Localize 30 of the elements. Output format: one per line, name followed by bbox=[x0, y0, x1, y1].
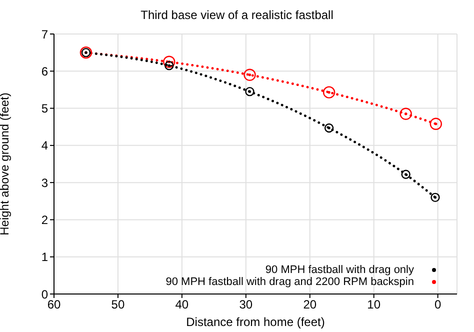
point bbox=[430, 192, 440, 202]
y-tick-label: 3 bbox=[41, 176, 48, 190]
x-tick-label: 30 bbox=[239, 298, 253, 312]
y-tick-label: 2 bbox=[41, 212, 48, 227]
legend-label: 90 MPH fastball with drag only bbox=[265, 264, 414, 276]
y-tick-label: 6 bbox=[41, 64, 48, 78]
legend-label: 90 MPH fastball with drag and 2200 RPM backspin bbox=[166, 276, 414, 288]
x-tick-label: 60 bbox=[47, 298, 61, 312]
y-tick-label: 4 bbox=[41, 138, 48, 153]
point bbox=[401, 170, 410, 179]
y-tick-label: 1 bbox=[41, 250, 48, 264]
y-tick-label: 0 bbox=[41, 287, 48, 302]
point bbox=[400, 108, 412, 120]
x-tick-label: 10 bbox=[367, 298, 381, 312]
point bbox=[163, 56, 176, 68]
x-tick-label: 40 bbox=[175, 298, 189, 312]
point bbox=[322, 86, 336, 98]
x-tick-label: 50 bbox=[111, 298, 125, 312]
y-tick-label: 5 bbox=[41, 102, 48, 116]
point bbox=[164, 60, 174, 70]
x-axis-title: Distance from home (feet) bbox=[186, 315, 325, 329]
point bbox=[324, 123, 334, 133]
x-tick-label: 20 bbox=[303, 298, 317, 312]
chart-title: Third base view of a realistic fastball bbox=[140, 8, 334, 22]
y-tick-label: 7 bbox=[41, 27, 48, 42]
x-tick-label: 0 bbox=[434, 298, 442, 312]
point bbox=[244, 68, 256, 81]
y-axis-title: Height above ground (feet) bbox=[0, 92, 12, 236]
point bbox=[430, 118, 442, 130]
point bbox=[245, 86, 254, 96]
